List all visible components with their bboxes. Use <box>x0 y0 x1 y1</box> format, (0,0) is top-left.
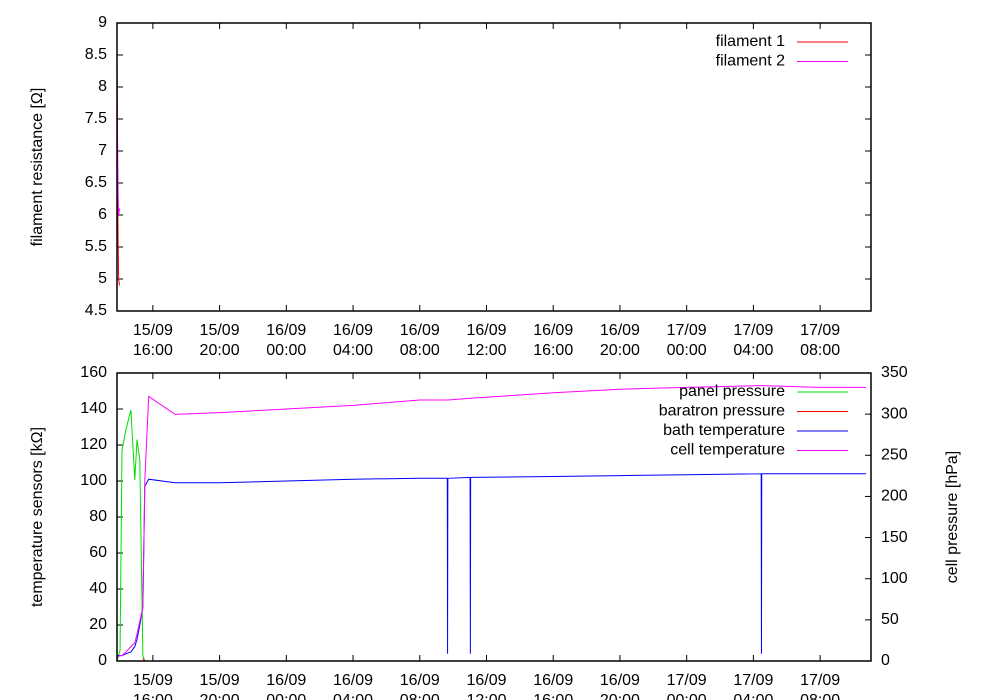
y-tick-label: 7 <box>98 142 107 159</box>
x-tick-label: 15/09 16:00 <box>132 322 173 359</box>
y-tick-label: 5.5 <box>85 238 107 255</box>
y-tick-label: 7.5 <box>85 110 107 127</box>
x-tick-label: 15/09 20:00 <box>199 322 240 359</box>
y-tick-label: 6.5 <box>85 174 107 191</box>
plot-frame <box>116 22 872 312</box>
legend-label: baratron pressure <box>659 403 785 420</box>
y-tick-label: 80 <box>89 508 107 525</box>
y2-axis-label: cell pressure [hPa] <box>944 451 961 584</box>
y-tick-label: 40 <box>89 580 107 597</box>
x-tick-label: 17/09 00:00 <box>666 322 707 359</box>
y-tick-label: 120 <box>80 436 107 453</box>
y2-tick-label: 100 <box>881 570 908 587</box>
x-tick-label: 16/09 16:00 <box>533 672 574 700</box>
y-tick-label: 4.5 <box>85 302 107 319</box>
y-tick-label: 140 <box>80 400 107 417</box>
y2-tick-label: 200 <box>881 488 908 505</box>
y2-tick-label: 350 <box>881 364 908 381</box>
series-line <box>116 409 146 662</box>
y-tick-label: 160 <box>80 364 107 381</box>
x-tick-label: 16/09 08:00 <box>399 672 440 700</box>
x-tick-label: 15/09 16:00 <box>132 672 173 700</box>
y-axis-label: filament resistance [Ω] <box>29 88 46 247</box>
y2-tick-label: 0 <box>881 652 890 669</box>
y2-tick-label: 300 <box>881 405 908 422</box>
y-axis-label: temperature sensors [kΩ] <box>29 427 46 607</box>
y-tick-label: 100 <box>80 472 107 489</box>
x-tick-label: 16/09 08:00 <box>399 322 440 359</box>
x-tick-label: 17/09 04:00 <box>733 672 774 700</box>
x-tick-label: 17/09 08:00 <box>800 672 841 700</box>
x-tick-label: 16/09 04:00 <box>333 672 374 700</box>
x-tick-label: 16/09 00:00 <box>266 672 307 700</box>
y-tick-label: 0 <box>98 652 107 669</box>
y-tick-label: 20 <box>89 616 107 633</box>
legend-label: panel pressure <box>679 383 785 400</box>
legend-label: filament 1 <box>716 33 785 50</box>
legend-label: cell temperature <box>670 442 785 459</box>
x-tick-label: 16/09 20:00 <box>599 672 640 700</box>
y-tick-label: 8.5 <box>85 46 107 63</box>
plot-frame <box>116 372 872 662</box>
y-tick-label: 8 <box>98 78 107 95</box>
y-tick-label: 60 <box>89 544 107 561</box>
x-tick-label: 17/09 08:00 <box>800 322 841 359</box>
legend-label: filament 2 <box>716 53 785 70</box>
y-tick-label: 5 <box>98 270 107 287</box>
x-tick-label: 16/09 00:00 <box>266 322 307 359</box>
legend-label: bath temperature <box>663 422 785 439</box>
y2-tick-label: 50 <box>881 611 899 628</box>
series-line <box>117 473 866 657</box>
x-tick-label: 16/09 12:00 <box>466 672 507 700</box>
y-tick-label: 9 <box>98 14 107 31</box>
y-tick-label: 6 <box>98 206 107 223</box>
series-line <box>116 385 866 658</box>
x-tick-label: 16/09 04:00 <box>333 322 374 359</box>
x-tick-label: 17/09 04:00 <box>733 322 774 359</box>
x-tick-label: 17/09 00:00 <box>666 672 707 700</box>
y2-tick-label: 250 <box>881 447 908 464</box>
x-tick-label: 16/09 20:00 <box>599 322 640 359</box>
x-tick-label: 15/09 20:00 <box>199 672 240 700</box>
x-tick-label: 16/09 16:00 <box>533 322 574 359</box>
y2-tick-label: 150 <box>881 529 908 546</box>
x-tick-label: 16/09 12:00 <box>466 322 507 359</box>
